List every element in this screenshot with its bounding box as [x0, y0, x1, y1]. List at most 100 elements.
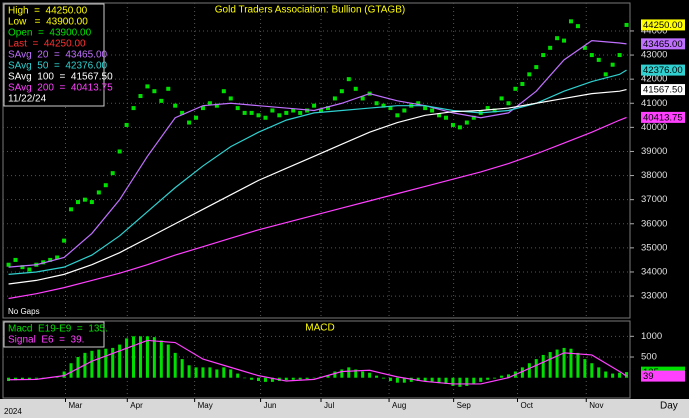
- histogram-bar: [527, 363, 531, 378]
- value-tag-box: [641, 64, 685, 76]
- histogram-bar: [534, 359, 538, 378]
- histogram-bar: [486, 377, 490, 380]
- histogram-bar: [569, 348, 573, 378]
- price-point: [242, 110, 247, 115]
- price-point: [256, 113, 261, 118]
- gap-note: No Gaps: [8, 307, 40, 316]
- x-tick-label: Jul: [324, 401, 334, 410]
- histogram-bar: [132, 336, 136, 378]
- histogram-bar: [104, 348, 108, 378]
- price-point: [96, 190, 101, 195]
- histogram-bar: [13, 377, 17, 381]
- histogram-bar: [444, 377, 448, 384]
- value-tag-box: [641, 370, 685, 382]
- price-point: [55, 255, 60, 260]
- price-point: [277, 113, 282, 118]
- histogram-bar: [555, 349, 559, 378]
- histogram-bar: [458, 377, 462, 387]
- price-point: [492, 108, 497, 113]
- histogram-bar: [229, 369, 233, 378]
- x-axis-strip: [0, 399, 689, 418]
- histogram-bar: [222, 367, 226, 378]
- legend-entry: Last = 44250.00: [8, 39, 86, 50]
- x-tick-label: May: [198, 401, 213, 410]
- price-point: [527, 72, 532, 77]
- histogram-bar: [472, 377, 476, 384]
- histogram-bar: [437, 377, 441, 384]
- histogram-bar: [159, 340, 163, 378]
- price-point: [284, 110, 289, 115]
- price-point: [541, 53, 546, 58]
- histogram-bar: [20, 377, 24, 380]
- year-label: 2024: [4, 407, 22, 416]
- price-point: [48, 257, 53, 262]
- price-point: [131, 106, 136, 111]
- histogram-bar: [312, 377, 316, 379]
- price-point: [263, 115, 268, 120]
- price-point: [402, 108, 407, 113]
- histogram-bar: [423, 377, 427, 382]
- legend-entry: Signal E6 = 39.: [8, 335, 84, 346]
- legend-entry: SAvg 50 = 42376.00: [8, 61, 108, 72]
- histogram-bar: [118, 344, 122, 378]
- legend-entry: High = 44250.00: [8, 6, 88, 17]
- histogram-bar: [479, 377, 483, 382]
- price-point: [207, 101, 212, 106]
- price-point: [332, 96, 337, 101]
- histogram-bar: [90, 350, 94, 378]
- price-point: [513, 86, 518, 91]
- price-point: [624, 22, 629, 27]
- x-tick-label: Aug: [392, 401, 406, 410]
- value-tag: 42376.00: [643, 65, 683, 76]
- price-point: [20, 265, 25, 270]
- histogram-bar: [138, 336, 142, 378]
- histogram-bar: [576, 352, 580, 378]
- y-tick-label: 500: [641, 352, 657, 363]
- price-point: [103, 183, 108, 188]
- price-point: [339, 89, 344, 94]
- price-point: [89, 200, 94, 205]
- histogram-bar: [340, 369, 344, 378]
- value-tag-box: [641, 111, 685, 123]
- histogram-bar: [506, 374, 510, 378]
- x-tick-label: Apr: [130, 401, 143, 410]
- price-point: [388, 106, 393, 111]
- value-tag: 39: [643, 371, 654, 382]
- price-point: [75, 200, 80, 205]
- y-tick-label: 35000: [641, 242, 667, 253]
- y-tick-label: 40000: [641, 122, 667, 133]
- price-point: [506, 101, 511, 106]
- histogram-bar: [236, 373, 240, 378]
- price-point: [381, 103, 386, 108]
- price-point: [548, 45, 553, 50]
- price-point: [312, 103, 317, 108]
- price-point: [395, 113, 400, 118]
- price-point: [249, 110, 254, 115]
- histogram-bar: [625, 372, 629, 378]
- series: [8, 116, 627, 300]
- histogram-bar: [500, 375, 504, 378]
- histogram-bar: [604, 371, 608, 378]
- price-point: [450, 122, 455, 127]
- price-point: [305, 108, 310, 113]
- histogram-bar: [263, 377, 267, 382]
- histogram-bar: [430, 377, 434, 382]
- series: [8, 69, 627, 275]
- legend-entry: SAvg 200 = 40413.75: [8, 83, 113, 94]
- price-point: [82, 197, 87, 202]
- price-point: [485, 106, 490, 111]
- histogram-bar: [382, 377, 386, 379]
- histogram-bar: [541, 354, 545, 378]
- y-tick-label: 41000: [641, 98, 667, 109]
- x-tick-label: Jun: [264, 401, 277, 410]
- value-tag-box: [641, 84, 685, 96]
- histogram-bar: [257, 377, 261, 382]
- price-point: [596, 57, 601, 62]
- price-point: [110, 171, 115, 176]
- y-tick-label: 33000: [641, 291, 667, 302]
- price-point: [152, 89, 157, 94]
- histogram-bar: [402, 377, 406, 383]
- price-point: [124, 122, 129, 127]
